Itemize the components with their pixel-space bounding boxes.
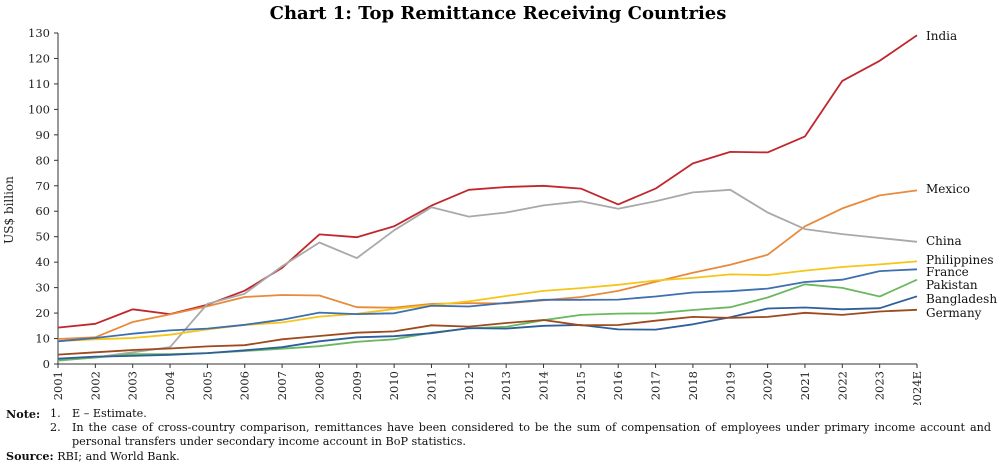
y-tick-label: 70	[35, 179, 50, 193]
x-tick-label: 2014	[537, 371, 551, 400]
x-tick-label: 2009	[350, 371, 364, 400]
y-axis-label: US$ billion	[2, 176, 16, 244]
series-label-bangladesh: Bangladesh	[926, 292, 997, 306]
x-tick-label: 2005	[200, 371, 214, 400]
note-text: In the case of cross-country comparison,…	[72, 421, 991, 448]
x-tick-label: 2022	[835, 371, 849, 400]
x-tick-label: 2015	[574, 371, 588, 400]
x-tick-label: 2002	[88, 371, 102, 400]
y-tick-label: 0	[43, 357, 50, 371]
y-tick-label: 100	[28, 102, 50, 116]
series-label-germany: Germany	[926, 306, 982, 320]
series-label-philippines: Philippines	[926, 253, 994, 267]
note-spacer	[6, 421, 50, 449]
y-tick-label: 20	[35, 306, 50, 320]
y-tick-label: 10	[35, 332, 50, 346]
y-tick-label: 120	[28, 51, 50, 65]
notes-block: Note: 1. E – Estimate. 2. In the case of…	[6, 407, 991, 464]
series-layer	[57, 34, 918, 362]
series-label-china: China	[926, 234, 962, 248]
source-line: Source: RBI; and World Bank.	[6, 449, 991, 464]
x-tick-label: 2011	[424, 371, 438, 400]
x-tick-label: 2020	[761, 371, 775, 400]
x-tick-label: 2001	[51, 371, 65, 400]
note-row-1: Note: 1. E – Estimate.	[6, 407, 991, 421]
series-line-france	[57, 268, 918, 343]
y-tick-label: 90	[35, 128, 50, 142]
note-row-2: 2. In the case of cross-country comparis…	[6, 421, 991, 449]
x-tick-label: 2019	[723, 371, 737, 400]
axes: 0 10 20 30 40 50 60 70 80 90 100 110 120 130 2001 2002 2…	[28, 26, 924, 405]
series-label-mexico: Mexico	[926, 182, 970, 196]
y-tick-label: 40	[35, 255, 50, 269]
y-tick-label: 60	[35, 204, 50, 218]
note-heading: Note:	[6, 407, 41, 421]
note-text: E – Estimate.	[72, 407, 147, 420]
series-line-china	[57, 188, 918, 362]
y-tick-label: 80	[35, 153, 50, 167]
x-tick-label: 2006	[238, 371, 252, 400]
series-labels: India Mexico China PhilippinesFrancePakista…	[926, 29, 997, 320]
x-tick-label: 2003	[126, 371, 140, 400]
series-line-bangladesh	[57, 295, 918, 360]
x-tick-label: 2017	[649, 371, 663, 400]
note-number: 1.	[50, 407, 61, 420]
x-tick-label: 2013	[499, 371, 513, 400]
y-tick-label: 30	[35, 281, 50, 295]
note-number: 2.	[50, 421, 61, 434]
x-tick-label: 2018	[686, 371, 700, 400]
y-tick-label: 50	[35, 230, 50, 244]
series-line-mexico	[57, 189, 918, 340]
x-tick-label: 2008	[312, 371, 326, 400]
series-label-india: India	[926, 29, 957, 43]
x-tick-label: 2010	[387, 371, 401, 400]
series-line-philippines	[57, 260, 918, 342]
source-text: RBI; and World Bank.	[53, 450, 180, 463]
x-tick-label: 2024E	[910, 371, 924, 405]
chart: Chart 1: Top Remittance Receiving Countr…	[2, 3, 997, 405]
y-tick-label: 110	[28, 77, 50, 91]
x-tick-label: 2023	[873, 371, 887, 400]
series-line-germany	[57, 308, 918, 356]
chart-title: Chart 1: Top Remittance Receiving Countr…	[270, 3, 727, 24]
x-tick-label: 2021	[798, 371, 812, 400]
x-tick-label: 2004	[163, 371, 177, 400]
y-tick-label: 130	[28, 26, 50, 40]
x-tick-label: 2007	[275, 371, 289, 400]
series-label-france: France	[926, 265, 969, 279]
series-line-india	[57, 34, 918, 329]
x-tick-label: 2012	[462, 371, 476, 400]
series-label-pakistan: Pakistan	[926, 278, 978, 292]
x-tick-label: 2016	[611, 371, 625, 400]
source-label: Source:	[6, 449, 54, 463]
